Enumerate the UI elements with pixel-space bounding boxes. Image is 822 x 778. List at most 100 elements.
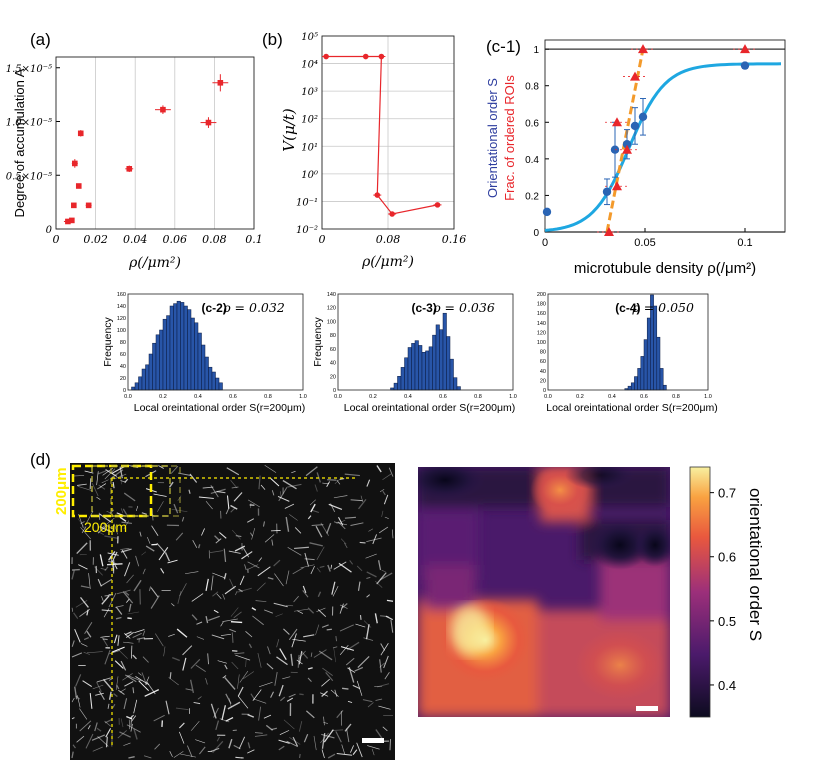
- panel-label-d: (d): [30, 450, 51, 469]
- b-ytick-label: 10⁻¹: [296, 197, 318, 208]
- c1-red-point: [638, 44, 648, 54]
- c2-bar: [141, 368, 146, 391]
- b-series-line: [326, 55, 438, 215]
- colorbar-tick-label: 0.4: [718, 678, 736, 693]
- c4-axes-frame: [547, 293, 709, 391]
- c1-red-point: [612, 117, 622, 127]
- c3-xtick-label: 1.0: [509, 394, 517, 400]
- c2-ytick-label: 140: [117, 304, 126, 310]
- c1-axes-frame: [544, 39, 786, 233]
- a-point: [65, 218, 71, 225]
- c2-bar: [187, 309, 192, 391]
- c2-xlabel: Local oreintational order S(r=200μm): [134, 402, 306, 414]
- c4-xtick-label: 0.4: [608, 394, 616, 400]
- chart-c3: 0 20 40 60 80 100 120 140 0.0 0.2 0.4 0.6 0.8 1.0 Loca…: [312, 292, 517, 414]
- a-point: [72, 160, 78, 167]
- c3-xtick-label: 0.8: [474, 394, 482, 400]
- c4-bar: [630, 382, 635, 391]
- c2-ytick-label: 40: [120, 364, 126, 370]
- c2-bar: [215, 377, 220, 391]
- c2-bar: [131, 386, 136, 391]
- b-ytick-label: 10¹: [301, 142, 318, 153]
- c1-ytick-label: 0.4: [525, 155, 539, 166]
- c1-ytick-label: 1: [533, 45, 539, 56]
- heatmap-image: [418, 467, 670, 717]
- c1-blue-point: [638, 112, 648, 122]
- c3-xtick-label: 0.2: [369, 394, 377, 400]
- c4-ytick-label: 200: [537, 292, 546, 298]
- micrograph-fibers: [71, 464, 394, 759]
- a-point: [77, 130, 84, 137]
- c3-xlabel: Local oreintational order S(r=200μm): [344, 402, 516, 414]
- c3-ytick-label: 120: [327, 306, 336, 312]
- b-xtick-label: 0: [319, 233, 326, 246]
- c3-bar: [393, 382, 398, 391]
- c4-bar: [659, 368, 664, 391]
- c3-ytick-label: 20: [330, 374, 336, 380]
- c2-bar: [162, 318, 167, 391]
- c4-xtick-label: 0.0: [544, 394, 552, 400]
- c3-bar: [418, 345, 423, 391]
- c2-xtick-label: 0.4: [194, 394, 202, 400]
- roi-boxes: [71, 464, 355, 745]
- c4-xtick-label: 0.2: [576, 394, 584, 400]
- c3-bar: [439, 329, 444, 391]
- heatmap-scalebar: [636, 706, 658, 711]
- c3-bar: [407, 347, 412, 391]
- roi-box-shift-1: [91, 465, 171, 517]
- c4-bar: [646, 317, 651, 391]
- c2-bar: [190, 317, 195, 391]
- c3-bar: [428, 346, 433, 391]
- c2-bar: [208, 366, 213, 391]
- c2-bar: [155, 334, 160, 391]
- a-point: [75, 183, 82, 189]
- a-xtick-label: 0.04: [123, 233, 148, 246]
- c2-xtick-label: 1.0: [299, 394, 307, 400]
- chart-c2: 0 20 40 60 80 100 120 140 160 0.0 0.2 0.4 0.6 0.8 1.0 L…: [102, 292, 307, 414]
- a-ytick-label: 0: [46, 225, 53, 236]
- b-ytick-label: 10⁵: [301, 32, 318, 43]
- c4-xtick-label: 1.0: [704, 394, 712, 400]
- a-point: [85, 202, 92, 209]
- chart-b: 0 0.08 0.16 10⁻² 10⁻¹ 10⁰ 10¹ 10² 10³ 10⁴ 10⁵ ρ(/μm…: [280, 32, 466, 270]
- c3-bar: [435, 324, 440, 391]
- c2-xtick-label: 0.0: [124, 394, 132, 400]
- panel-label-a: (a): [30, 30, 51, 49]
- c1-xtick-label: 0.05: [634, 237, 655, 249]
- c2-bar: [152, 342, 157, 391]
- c4-ytick-label: 20: [540, 378, 546, 384]
- c4-bar: [637, 368, 642, 391]
- c3-title: (c-3): [412, 301, 437, 315]
- c2-ytick-label: 160: [117, 292, 126, 298]
- c2-bar: [169, 305, 174, 391]
- c3-bar: [442, 312, 447, 391]
- c3-bar: [425, 350, 430, 391]
- c1-fit-sigmoid: [544, 62, 782, 232]
- c4-ytick-label: 60: [540, 359, 546, 365]
- b-xtick-label: 0.08: [376, 233, 401, 246]
- c4-xlabel: Local oreintational order S(r=200μm): [546, 402, 718, 414]
- a-ylabel: Degree of accumulation A: [12, 68, 27, 217]
- c2-bar: [148, 353, 153, 391]
- c3-ytick-label: 140: [327, 292, 336, 298]
- c2-bar: [197, 332, 202, 391]
- a-point: [205, 119, 212, 126]
- a-xtick-label: 0.08: [202, 233, 227, 246]
- c1-blue-point: [622, 140, 632, 149]
- c1-blue-point: [602, 187, 612, 196]
- a-ytick-label: 0.5×10⁻⁵: [6, 171, 52, 182]
- roi-box-shift-2: [110, 465, 181, 517]
- c3-bar: [414, 340, 419, 391]
- c1-red-point: [612, 181, 622, 191]
- c2-ylabel: Frequency: [102, 316, 114, 366]
- c4-xtick-label: 0.8: [672, 394, 680, 400]
- c1-ytick-label: 0.2: [525, 191, 539, 202]
- c2-bar: [145, 364, 150, 391]
- b-ytick-label: 10²: [301, 115, 318, 126]
- c1-xtick-label: 0.1: [737, 237, 752, 249]
- micrograph-image: [70, 463, 395, 760]
- c2-xtick-label: 0.6: [229, 394, 237, 400]
- b-ytick-label: 10³: [301, 87, 318, 98]
- a-xtick-label: 0.02: [83, 233, 108, 246]
